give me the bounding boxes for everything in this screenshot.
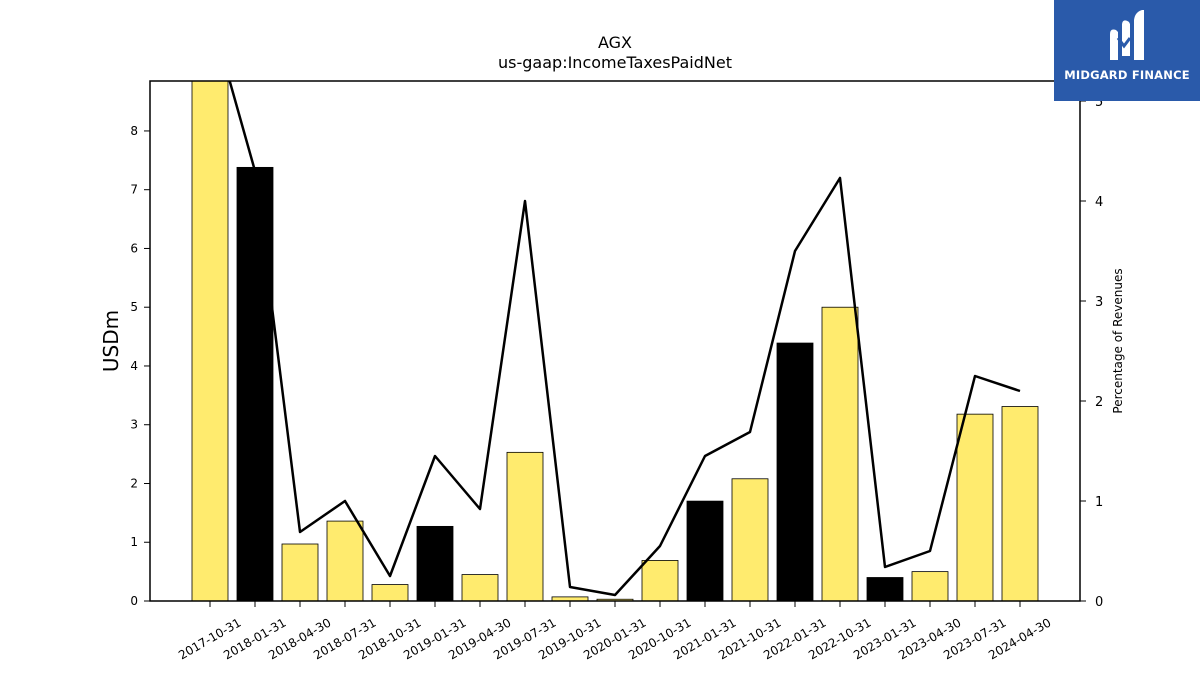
y-tick-label: 6 <box>130 241 138 255</box>
bar <box>956 413 994 601</box>
plot-frame <box>149 80 1081 602</box>
bar <box>821 306 859 601</box>
y-tick-label: 3 <box>130 418 138 432</box>
midgard-finance-logo: MIDGARD FINANCE <box>1054 0 1200 101</box>
y-right-tick-label: 4 <box>1095 195 1103 210</box>
bar <box>326 520 364 601</box>
y-right-tick-label: 2 <box>1095 395 1103 410</box>
bar <box>911 571 949 601</box>
y-right-tick-label: 3 <box>1095 295 1103 310</box>
bar <box>371 584 409 601</box>
bar <box>191 81 229 601</box>
midgard-m-logo-icon <box>1110 10 1144 60</box>
chart-title: AGX <box>598 33 632 52</box>
bar <box>641 560 679 601</box>
y-axis-right-label: Percentage of Revenues <box>1111 268 1125 413</box>
bar <box>731 478 769 601</box>
y-tick-label: 5 <box>130 300 138 314</box>
bar <box>866 577 904 601</box>
bar <box>461 574 499 601</box>
bar <box>776 342 814 601</box>
bar <box>1001 406 1039 601</box>
bar <box>236 166 274 601</box>
ratio-line <box>228 81 1021 597</box>
bar <box>506 451 544 601</box>
chart-subtitle: us-gaap:IncomeTaxesPaidNet <box>498 53 732 72</box>
y-tick-label: 7 <box>130 183 138 197</box>
y-axis-label: USDm <box>99 310 123 372</box>
bar <box>281 543 319 601</box>
y-tick-label: 4 <box>130 359 138 373</box>
y-right-tick-label: 0 <box>1095 595 1103 610</box>
bar <box>551 596 589 601</box>
y-right-tick-label: 1 <box>1095 495 1103 510</box>
bar <box>596 598 634 601</box>
bar <box>416 525 454 601</box>
y-tick-label: 0 <box>130 594 138 608</box>
y-tick-label: 1 <box>130 535 138 549</box>
y-tick-label: 2 <box>130 476 138 490</box>
y-tick-label: 8 <box>130 124 138 138</box>
bar <box>686 500 724 601</box>
logo-text: MIDGARD FINANCE <box>1064 68 1190 82</box>
y-right-tick-label: 5 <box>1095 95 1103 110</box>
